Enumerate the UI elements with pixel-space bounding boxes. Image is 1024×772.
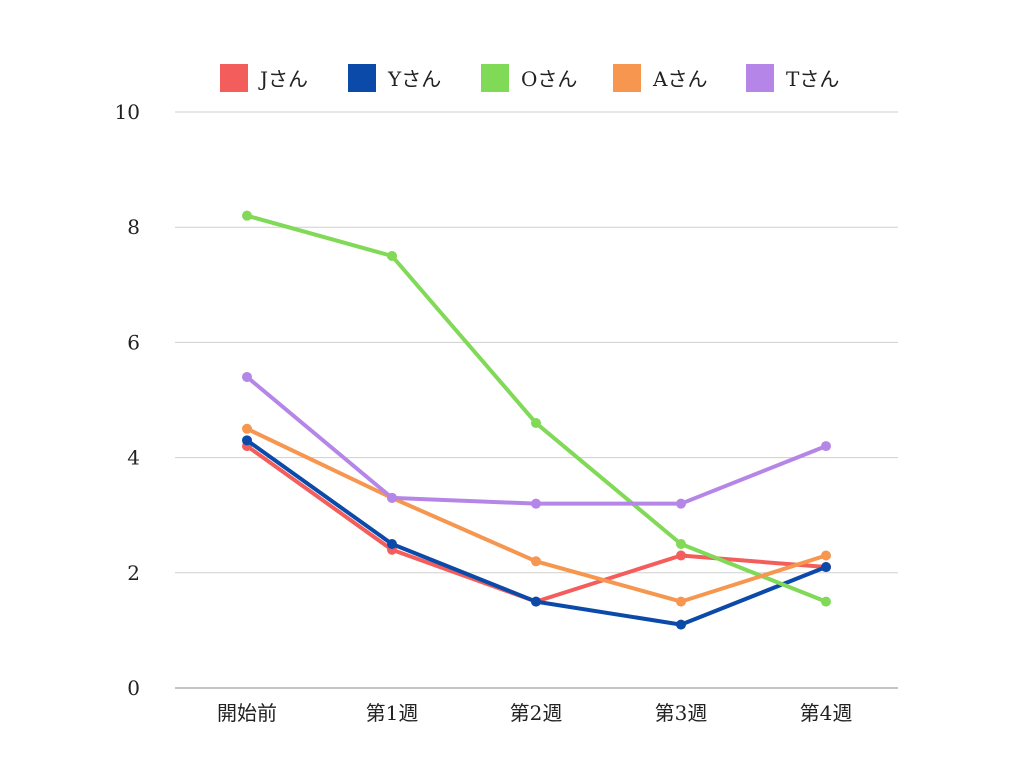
x-tick-label: 第3週 — [655, 701, 708, 725]
legend-swatch — [613, 64, 641, 92]
legend-item: Jさん — [220, 64, 308, 92]
legend-label: Tさん — [786, 67, 839, 91]
y-tick-label: 10 — [115, 100, 140, 124]
data-point — [242, 210, 252, 221]
data-point — [676, 550, 686, 561]
legend-label: Oさん — [521, 67, 577, 91]
x-axis: 開始前 第1週 第2週 第3週 第4週 — [217, 701, 852, 725]
y-tick-label: 8 — [127, 215, 140, 239]
legend-label: Aさん — [652, 67, 707, 91]
data-point — [676, 619, 686, 630]
legend-item: Yさん — [348, 64, 441, 92]
legend: Jさん Yさん Oさん Aさん Tさん — [220, 64, 839, 92]
x-tick-label: 第4週 — [800, 701, 853, 725]
series-line — [245, 426, 828, 604]
legend-swatch — [746, 64, 774, 92]
data-point — [387, 251, 397, 261]
y-tick-label: 4 — [127, 446, 140, 470]
data-point — [531, 556, 541, 567]
series-line — [245, 213, 828, 604]
series-3 — [242, 423, 831, 607]
y-tick-label: 2 — [127, 561, 140, 585]
y-axis: 0 2 4 6 8 10 — [115, 100, 140, 700]
data-point — [821, 562, 831, 573]
series-layer — [242, 210, 831, 630]
data-point — [676, 539, 686, 549]
x-tick-label: 第1週 — [366, 701, 419, 725]
data-point — [821, 441, 831, 452]
data-point — [531, 418, 541, 429]
legend-label: Yさん — [387, 67, 441, 91]
y-tick-label: 0 — [127, 676, 140, 700]
data-point — [676, 596, 686, 607]
data-point — [242, 423, 252, 434]
series-2 — [242, 210, 831, 607]
data-point — [531, 596, 541, 607]
legend-label: Jさん — [258, 67, 308, 91]
legend-swatch — [348, 64, 376, 92]
series-1 — [242, 435, 831, 630]
data-point — [676, 498, 686, 509]
data-point — [387, 539, 397, 549]
data-point — [821, 550, 831, 561]
legend-item: Oさん — [481, 64, 577, 92]
data-point — [242, 371, 252, 382]
data-point — [387, 492, 397, 503]
x-tick-label: 第2週 — [510, 701, 563, 725]
legend-swatch — [220, 64, 248, 92]
data-point — [821, 596, 831, 607]
series-line — [245, 374, 828, 506]
legend-item: Aさん — [613, 64, 707, 92]
series-4 — [242, 371, 831, 509]
x-tick-label: 開始前 — [217, 701, 277, 725]
legend-swatch — [481, 64, 509, 92]
data-point — [531, 498, 541, 509]
data-point — [242, 435, 252, 446]
legend-item: Tさん — [746, 64, 839, 92]
y-tick-label: 6 — [127, 330, 140, 354]
